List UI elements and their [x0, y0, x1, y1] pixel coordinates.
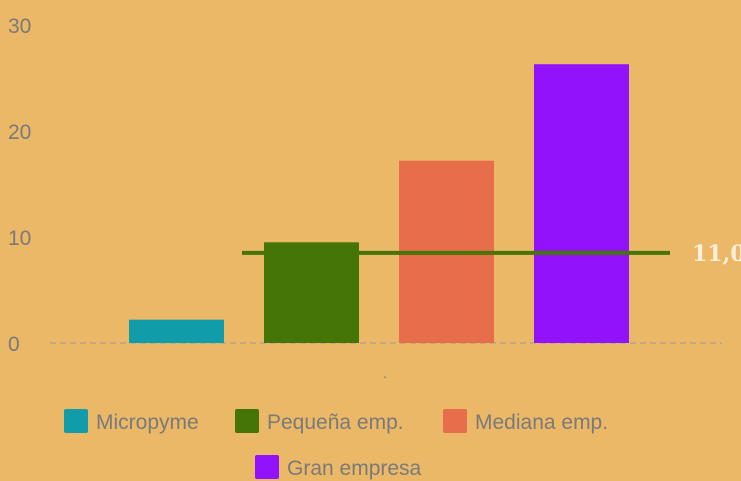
y-tick-label: 20 — [8, 121, 31, 144]
bar-1 — [129, 319, 224, 343]
reference-line-label: 11,0 — [692, 241, 741, 267]
legend-item: Mediana emp. — [443, 409, 608, 434]
bars — [129, 64, 629, 343]
legend-swatch — [235, 409, 259, 433]
legend-label: Mediana emp. — [475, 411, 608, 434]
legend-swatch — [255, 455, 279, 479]
legend-label: Micropyme — [96, 411, 199, 434]
legend-item: Pequeña emp. — [235, 409, 404, 434]
legend-swatch — [443, 409, 467, 433]
y-axis-ticks: 0 10 20 30 — [8, 15, 31, 356]
y-tick-label: 30 — [8, 15, 31, 38]
bar-2 — [264, 242, 359, 343]
legend-label: Gran empresa — [287, 457, 422, 480]
legend-label: Pequeña emp. — [267, 411, 404, 434]
legend-swatch — [64, 409, 88, 433]
y-tick-label: 10 — [8, 227, 31, 250]
bar-4 — [534, 64, 629, 343]
legend: Micropyme Pequeña emp. Mediana emp. Gran em… — [64, 409, 608, 480]
y-tick-label: 0 — [8, 333, 20, 356]
x-category-label: . — [383, 365, 387, 381]
legend-item: Gran empresa — [255, 455, 422, 480]
legend-item: Micropyme — [64, 409, 199, 434]
